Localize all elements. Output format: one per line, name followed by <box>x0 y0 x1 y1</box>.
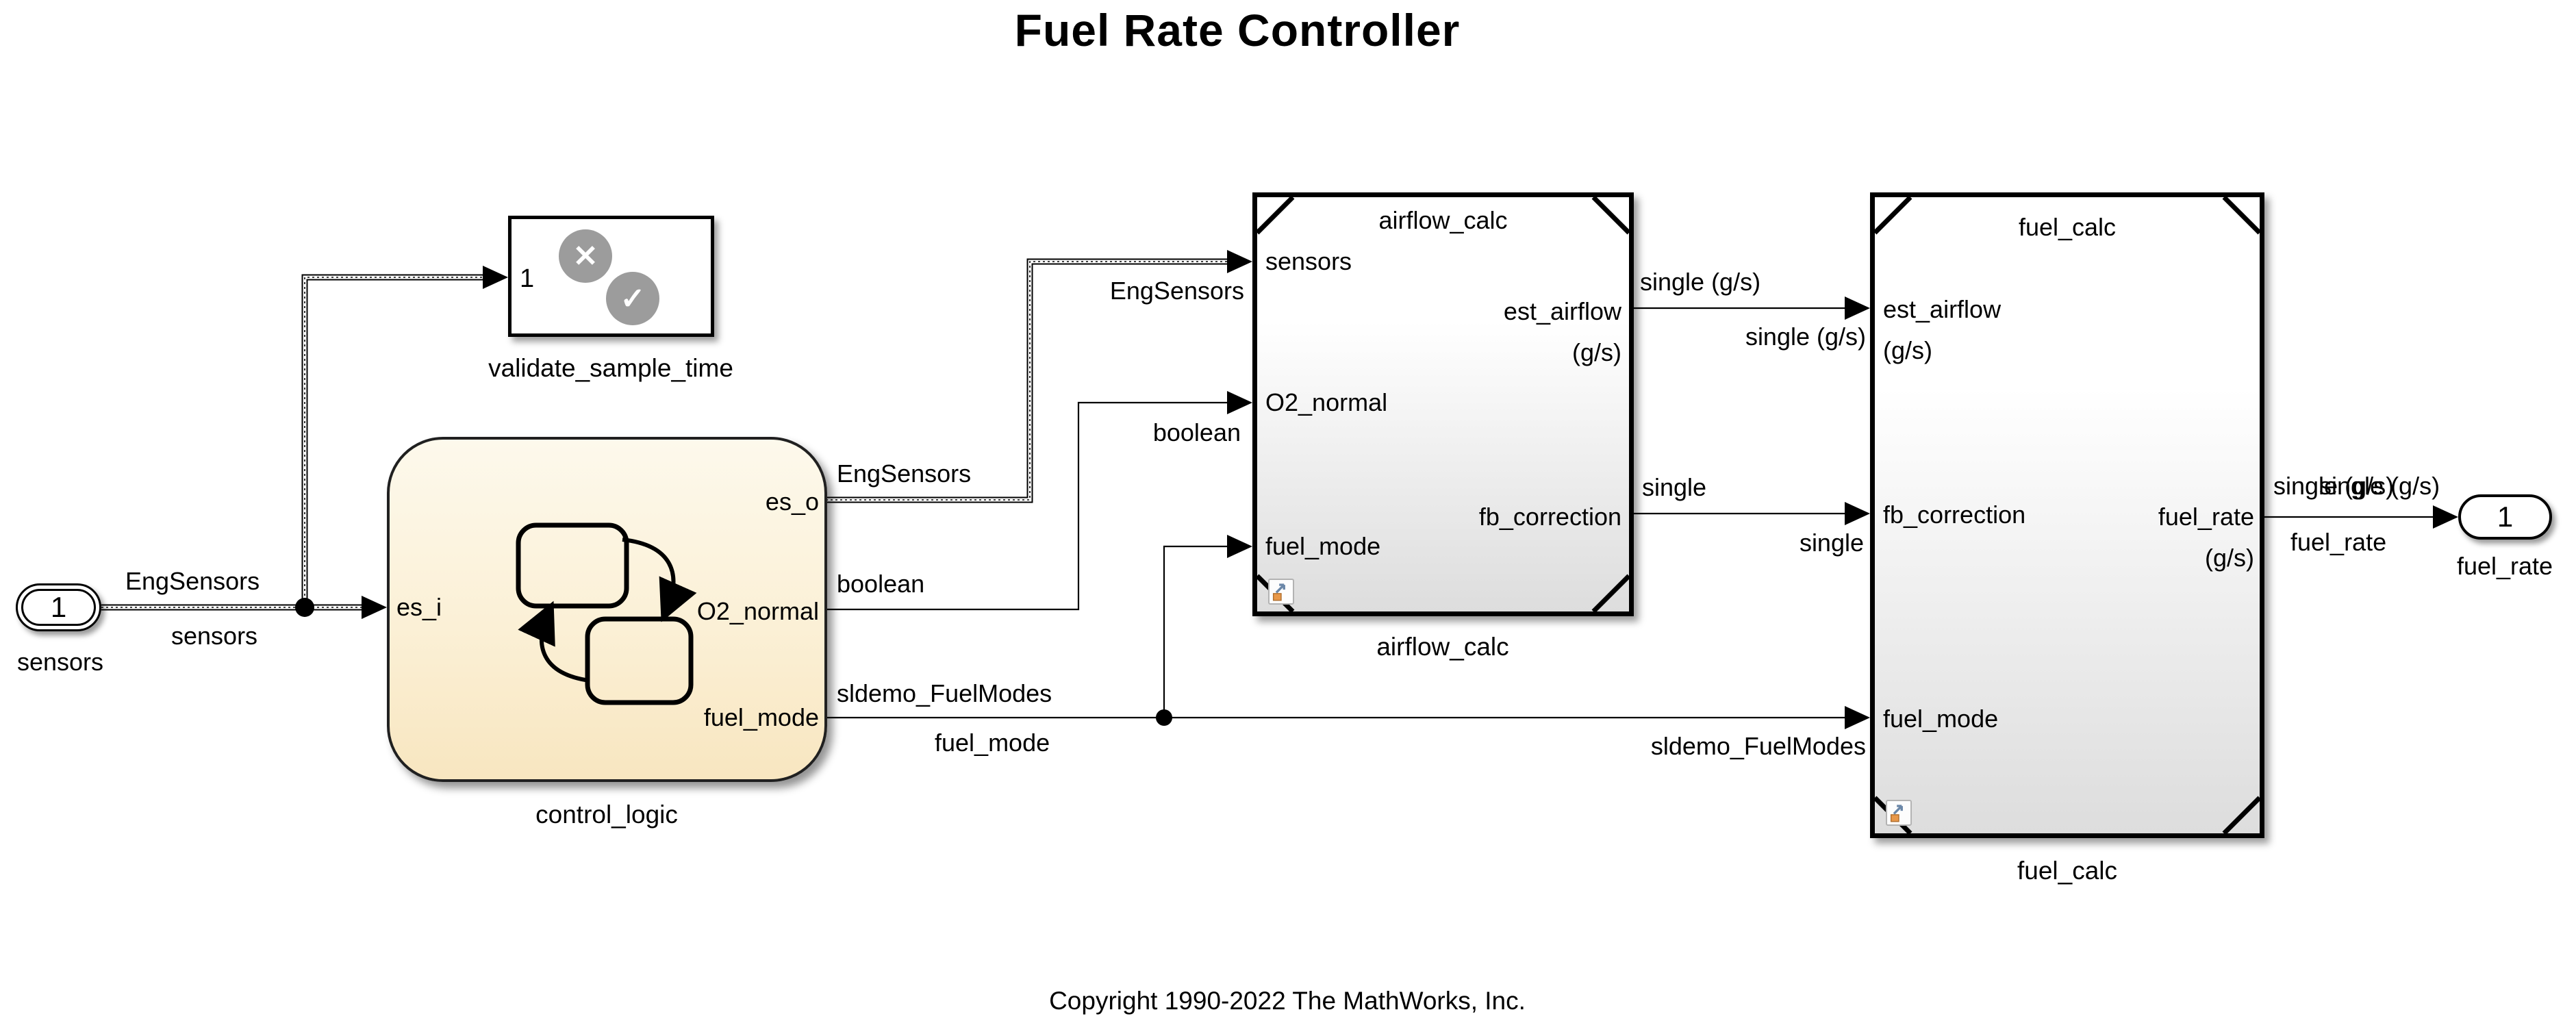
airflow-calc-inner-title: airflow_calc <box>1378 206 1508 234</box>
signal-label-boolean-source[interactable]: boolean <box>837 570 925 598</box>
wire-sensors-bus[interactable] <box>101 596 387 619</box>
fuel-calc-inner-title: fuel_calc <box>2018 213 2117 241</box>
wire-fb-correction[interactable] <box>1632 502 1870 525</box>
fuel-calc-port-est-airflow: est_airflow <box>1883 295 2002 324</box>
control-logic-port-es-o: es_o <box>765 488 819 516</box>
fuel-calc-label[interactable]: fuel_calc <box>2017 857 2118 885</box>
check-circle-icon: ✓ <box>606 272 659 325</box>
signal-label-engsensors-es-o[interactable]: EngSensors <box>837 459 972 488</box>
validate-sample-time-block[interactable]: 1 ✕ ✓ <box>508 216 714 337</box>
inport-sensors-inner-outline <box>21 589 96 626</box>
model-block-corner-marks <box>1875 197 2260 833</box>
signal-label-engsensors-source[interactable]: EngSensors <box>125 567 260 595</box>
signal-label-sensors[interactable]: sensors <box>171 622 258 650</box>
validate-sample-time-label[interactable]: validate_sample_time <box>488 354 733 382</box>
airflow-calc-port-fuel-mode: fuel_mode <box>1265 532 1381 561</box>
signal-label-single-gs-out-2[interactable]: single (g/s) <box>2319 472 2440 500</box>
airflow-calc-port-est-airflow-unit: (g/s) <box>1572 338 1621 367</box>
outport-fuel-rate-number: 1 <box>2497 501 2514 533</box>
airflow-calc-label[interactable]: airflow_calc <box>1376 633 1509 661</box>
inport-sensors[interactable]: 1 <box>16 583 101 631</box>
stateflow-preview-icon <box>516 522 697 705</box>
wire-fuel-mode[interactable] <box>826 535 1870 729</box>
wire-es-o-bus[interactable] <box>826 250 1252 503</box>
signal-label-fuelmodes-dest[interactable]: sldemo_FuelModes <box>1650 732 1866 760</box>
model-reference-badge-icon[interactable] <box>1886 800 1912 826</box>
wire-sensors-bus-branch[interactable] <box>301 266 508 610</box>
fuel-calc-port-fb-correction: fb_correction <box>1883 501 2026 529</box>
inport-sensors-label[interactable]: sensors <box>16 648 104 676</box>
control-logic-port-o2-normal: O2_normal <box>696 597 819 626</box>
signal-label-single-source[interactable]: single <box>1642 473 1707 501</box>
fuel-calc-port-fuel-mode: fuel_mode <box>1883 705 1999 733</box>
airflow-calc-block[interactable]: airflow_calc sensors O2_normal fuel_mode… <box>1252 192 1634 616</box>
signal-label-single-gs-dest[interactable]: single (g/s) <box>1745 323 1866 351</box>
signal-label-boolean-dest[interactable]: boolean <box>1152 418 1241 446</box>
model-reference-badge-icon[interactable] <box>1268 579 1294 605</box>
wire-fuel-rate[interactable] <box>2263 505 2458 529</box>
control-logic-chart-block[interactable]: es_i es_o O2_normal fuel_mode <box>387 437 827 782</box>
copyright-annotation: Copyright 1990-2022 The MathWorks, Inc. <box>1049 987 1526 1015</box>
signal-label-single-gs-out-1[interactable]: single (g/s) <box>2273 472 2395 500</box>
fuel-calc-port-est-airflow-unit: (g/s) <box>1883 336 1932 365</box>
airflow-calc-port-sensors: sensors <box>1265 247 1352 276</box>
fuel-calc-port-fuel-rate: fuel_rate <box>2158 503 2254 531</box>
airflow-calc-port-o2-normal: O2_normal <box>1265 388 1388 417</box>
airflow-calc-port-fb-correction: fb_correction <box>1478 503 1621 531</box>
signal-label-single-gs-source[interactable]: single (g/s) <box>1640 268 1761 296</box>
signal-label-fuel-mode[interactable]: fuel_mode <box>935 729 1050 757</box>
wire-o2-normal[interactable] <box>826 391 1252 611</box>
model-title: Fuel Rate Controller <box>1014 5 1461 55</box>
signal-label-engsensors-dest[interactable]: EngSensors <box>1109 277 1244 305</box>
outport-fuel-rate[interactable]: 1 <box>2458 494 2552 540</box>
validate-port-number: 1 <box>520 264 535 294</box>
airflow-calc-port-est-airflow: est_airflow <box>1503 297 1621 326</box>
fuel-calc-block[interactable]: fuel_calc est_airflow (g/s) fb_correctio… <box>1870 192 2264 838</box>
signal-label-fuelmodes-source[interactable]: sldemo_FuelModes <box>837 679 1052 707</box>
wire-est-airflow[interactable] <box>1632 296 1870 320</box>
control-logic-port-es-i: es_i <box>396 593 442 622</box>
state-shape-upper <box>516 522 629 609</box>
outport-fuel-rate-label[interactable]: fuel_rate <box>2456 552 2553 580</box>
model-block-corner-marks <box>1257 197 1629 611</box>
state-shape-lower <box>585 616 694 705</box>
transition-arrow-down <box>622 538 697 622</box>
transition-arrow-up <box>518 601 590 683</box>
cross-circle-icon: ✕ <box>559 229 612 283</box>
fuel-calc-port-fuel-rate-unit: (g/s) <box>2205 544 2254 572</box>
signal-label-single-dest[interactable]: single <box>1799 529 1864 557</box>
wire-branch-dot-sensors[interactable] <box>295 598 314 617</box>
signal-label-fuel-rate[interactable]: fuel_rate <box>2290 528 2387 556</box>
control-logic-port-fuel-mode: fuel_mode <box>703 703 819 732</box>
control-logic-label[interactable]: control_logic <box>535 800 678 829</box>
